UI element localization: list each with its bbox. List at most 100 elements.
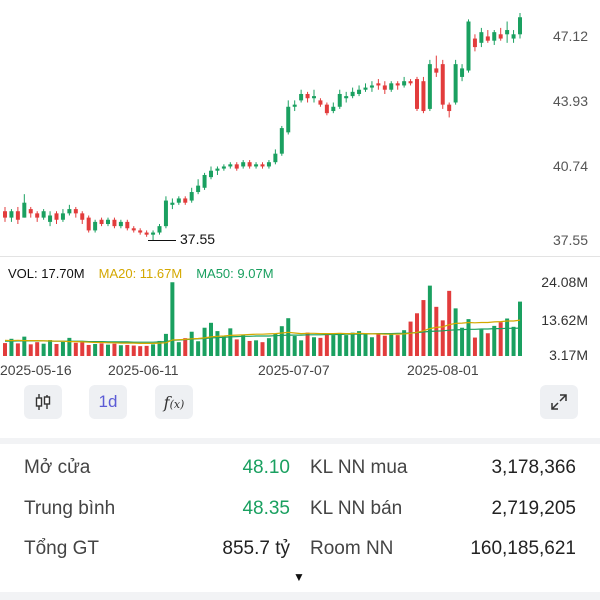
volume-bar xyxy=(479,329,484,356)
ma20-legend: MA20: 11.67M xyxy=(98,266,183,281)
price-candle xyxy=(163,196,168,229)
volume-bar xyxy=(492,325,497,356)
volume-bar xyxy=(421,300,426,356)
volume-bar xyxy=(305,332,310,356)
info-label: Tổng GT xyxy=(24,538,99,559)
price-candle xyxy=(505,21,510,43)
price-candle xyxy=(324,102,329,116)
price-candle xyxy=(350,87,355,99)
info-row: Trung bình 48.35 KL NN bán 2,719,205 xyxy=(0,490,600,530)
price-candle xyxy=(279,125,284,156)
interval-button[interactable]: 1d xyxy=(89,385,127,419)
date-label: 2025-06-11 xyxy=(108,362,179,378)
info-label: Mở cửa xyxy=(24,457,91,478)
price-candle xyxy=(228,162,233,169)
volume-bar xyxy=(215,331,220,356)
price-axis-label: 47.12 xyxy=(552,28,588,44)
volume-bar xyxy=(151,344,156,356)
price-candle xyxy=(138,228,143,235)
price-candle xyxy=(86,215,91,233)
min-price-label: 37.55 xyxy=(180,231,216,247)
price-candle xyxy=(312,89,316,103)
volume-bar xyxy=(176,342,181,356)
volume-bar xyxy=(144,345,149,356)
volume-bar xyxy=(254,340,259,356)
volume-bar xyxy=(447,290,452,356)
info-value: 48.10 xyxy=(242,457,290,478)
price-candle xyxy=(157,224,162,235)
expand-button[interactable] xyxy=(540,385,578,419)
price-axis-label: 37.55 xyxy=(552,232,588,248)
price-candle xyxy=(460,64,465,82)
price-candle xyxy=(170,198,175,210)
price-candle xyxy=(318,98,323,107)
volume-axis-label: 3.17M xyxy=(549,347,588,363)
volume-bar xyxy=(485,333,490,356)
chart-divider xyxy=(0,256,600,257)
price-chart[interactable] xyxy=(0,0,600,256)
info-label: KL NN mua xyxy=(310,457,408,478)
price-candle xyxy=(472,34,477,52)
volume-bar xyxy=(408,321,413,356)
price-candle xyxy=(35,211,40,222)
volume-bar xyxy=(453,308,458,356)
price-candle xyxy=(331,102,336,114)
price-candle xyxy=(196,179,201,195)
volume-bar xyxy=(60,341,65,356)
price-candle xyxy=(99,217,104,227)
volume-bar xyxy=(312,337,316,356)
price-candle xyxy=(440,59,445,109)
price-candle xyxy=(415,76,419,112)
volume-bar xyxy=(518,301,522,356)
volume-bar xyxy=(3,343,7,356)
bottom-bar xyxy=(0,592,600,600)
price-candle xyxy=(3,206,7,222)
volume-chart[interactable] xyxy=(0,258,600,358)
date-label: 2025-07-07 xyxy=(258,362,330,378)
price-candle xyxy=(15,206,20,225)
ma50-legend: MA50: 9.07M xyxy=(196,266,274,281)
price-candle xyxy=(453,59,458,105)
date-label: 2025-08-01 xyxy=(407,362,479,378)
info-label: KL NN bán xyxy=(310,498,403,519)
price-candle xyxy=(485,30,490,43)
volume-bar xyxy=(234,339,239,356)
volume-bar xyxy=(292,336,297,356)
price-candle xyxy=(292,100,297,112)
price-candle xyxy=(492,30,497,45)
volume-bar xyxy=(369,337,374,356)
price-candle xyxy=(376,79,381,90)
volume-bar xyxy=(170,282,175,356)
volume-bar xyxy=(183,338,188,356)
info-value: 48.35 xyxy=(242,498,290,519)
volume-axis-label: 24.08M xyxy=(541,274,588,290)
date-label: 2025-05-16 xyxy=(0,362,72,378)
price-candle xyxy=(22,194,27,218)
price-candle xyxy=(241,160,246,169)
volume-bar xyxy=(331,335,336,356)
volume-bar xyxy=(196,341,201,356)
price-candle xyxy=(357,85,362,97)
price-candle xyxy=(28,206,33,218)
price-axis-label: 43.93 xyxy=(552,93,588,109)
price-candle xyxy=(337,89,342,109)
price-candle xyxy=(305,91,310,103)
price-candle xyxy=(125,219,130,231)
candlestick-type-button[interactable] xyxy=(24,385,62,419)
price-candle xyxy=(151,230,156,240)
volume-bar xyxy=(125,344,130,356)
volume-bar xyxy=(505,318,510,356)
price-candle xyxy=(498,27,503,41)
price-candle xyxy=(9,209,14,222)
price-candle xyxy=(466,19,471,73)
volume-bar xyxy=(363,334,368,356)
indicator-button[interactable]: f(x) xyxy=(155,385,193,419)
price-candle xyxy=(234,162,239,171)
expand-info-caret-icon[interactable]: ▼ xyxy=(293,570,305,584)
volume-bar xyxy=(389,333,394,356)
volume-bar xyxy=(41,343,46,356)
price-candle xyxy=(260,162,265,169)
volume-legend: VOL: 17.70M MA20: 11.67M MA50: 9.07M xyxy=(8,266,274,281)
info-value: 855.7 tỷ xyxy=(222,538,290,559)
volume-bar xyxy=(395,335,400,356)
